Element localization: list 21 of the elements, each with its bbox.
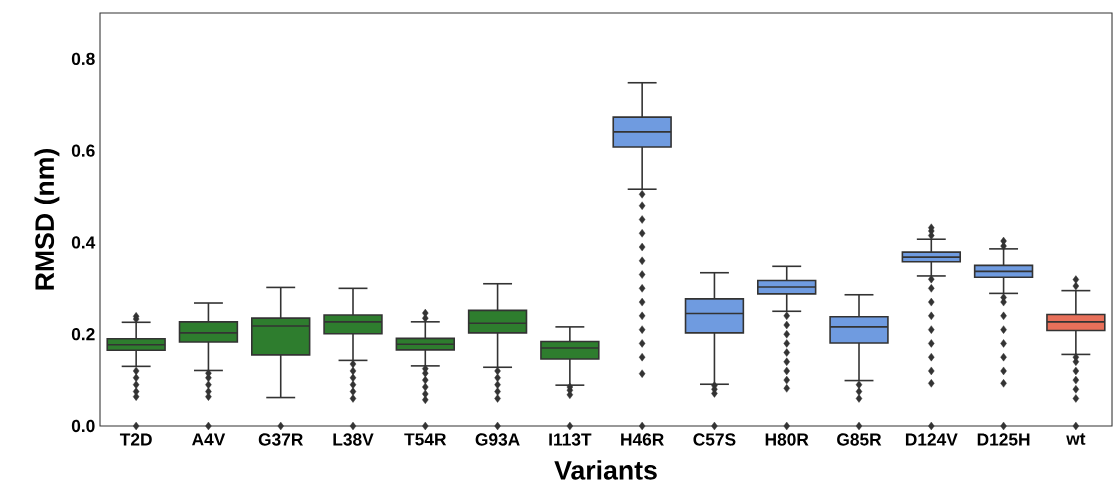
x-tick-label: G85R: [837, 433, 882, 446]
x-tick-label: D124V: [905, 433, 958, 446]
x-tick-label: T2D: [119, 433, 152, 446]
y-tick-label: 0.8: [71, 52, 95, 66]
x-tick-label: I113T: [549, 433, 592, 446]
y-axis-title: RMSD (nm): [34, 149, 60, 290]
x-tick-label: T54R: [404, 433, 447, 446]
y-tick-label: 0.6: [71, 144, 95, 157]
x-tick-label: G93A: [475, 433, 520, 446]
x-tick-label: G37R: [258, 433, 304, 446]
x-tick-label: H80R: [765, 433, 809, 446]
x-tick-label: wt: [1066, 433, 1086, 445]
x-tick-label: H46R: [621, 433, 664, 446]
y-tick-label: 0.2: [71, 328, 95, 341]
x-tick-label: C57S: [693, 433, 736, 446]
x-tick-label: D125H: [977, 433, 1030, 446]
y-tick-label: 0.4: [71, 236, 96, 249]
x-tick-label: A4V: [192, 433, 226, 446]
x-axis-title: Variants: [554, 460, 657, 480]
y-tick-label: 0.0: [71, 419, 95, 433]
x-tick-label: L38V: [333, 433, 374, 446]
